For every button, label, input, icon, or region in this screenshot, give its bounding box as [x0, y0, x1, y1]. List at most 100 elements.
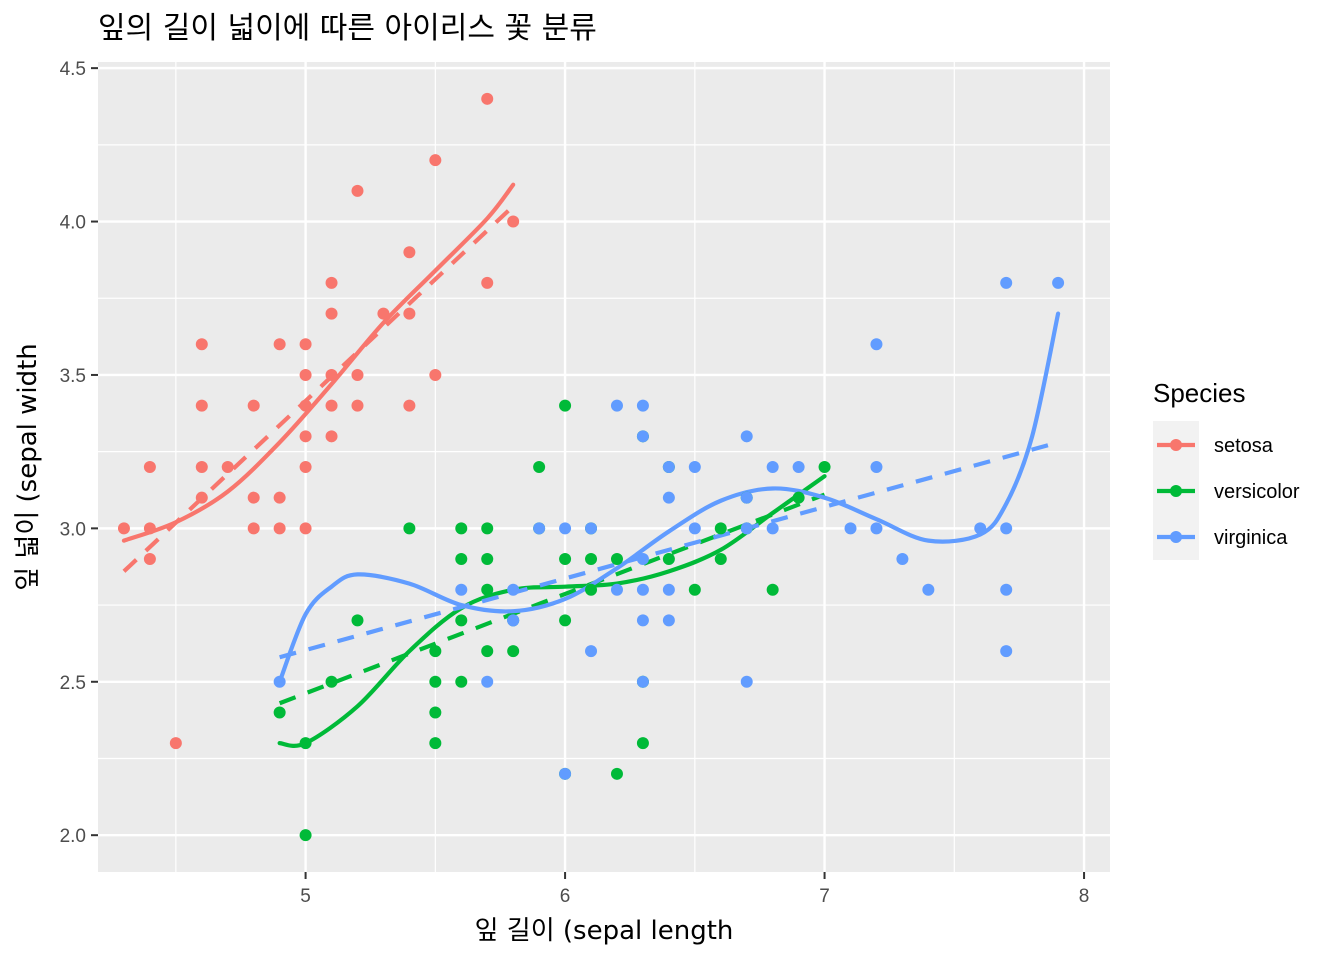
legend-title: Species — [1153, 378, 1246, 408]
point-setosa — [403, 246, 416, 259]
y-tick-label: 2.0 — [60, 826, 86, 847]
point-versicolor — [559, 553, 572, 566]
point-virginica — [870, 522, 883, 535]
point-virginica — [636, 430, 649, 443]
point-versicolor — [351, 614, 364, 627]
point-versicolor — [429, 675, 442, 688]
point-versicolor — [559, 614, 572, 627]
point-virginica — [585, 522, 598, 535]
point-virginica — [636, 583, 649, 596]
point-versicolor — [714, 553, 727, 566]
point-virginica — [740, 491, 753, 504]
point-versicolor — [792, 491, 805, 504]
point-versicolor — [429, 706, 442, 719]
y-axis: 2.0 2.5 3.0 3.5 4.0 4.5 — [60, 59, 98, 847]
point-versicolor — [559, 399, 572, 412]
point-setosa — [195, 491, 208, 504]
point-virginica — [1000, 645, 1013, 658]
x-axis-title: 잎 길이 (sepal length — [475, 916, 734, 946]
point-versicolor — [481, 553, 494, 566]
point-versicolor — [299, 737, 312, 750]
point-versicolor — [507, 645, 520, 658]
point-setosa — [247, 399, 260, 412]
point-setosa — [299, 430, 312, 443]
point-setosa — [429, 368, 442, 381]
point-setosa — [299, 522, 312, 535]
point-virginica — [662, 461, 675, 473]
point-versicolor — [481, 583, 494, 596]
legend-key-point-setosa — [1170, 439, 1182, 451]
legend-key-point-versicolor — [1170, 485, 1182, 497]
point-setosa — [117, 522, 130, 535]
point-virginica — [844, 522, 857, 535]
point-versicolor — [636, 737, 649, 750]
point-versicolor — [455, 614, 468, 627]
point-setosa — [299, 338, 312, 351]
smooth-line-virginica — [277, 311, 1061, 684]
legend: Species setosa versicolor virginica — [1153, 378, 1300, 560]
point-setosa — [403, 399, 416, 412]
point-setosa — [481, 276, 494, 289]
y-axis-title: 잎 넓이 (sepal width — [13, 343, 43, 591]
point-virginica — [922, 583, 935, 596]
point-setosa — [481, 92, 494, 105]
point-virginica — [766, 522, 779, 535]
point-versicolor — [429, 645, 442, 658]
point-setosa — [273, 522, 286, 535]
y-tick-label: 2.5 — [60, 673, 86, 694]
point-virginica — [740, 522, 753, 535]
y-tick-label: 3.5 — [60, 366, 86, 387]
point-setosa — [299, 368, 312, 381]
smooth-line-setosa — [121, 182, 516, 543]
y-tick-label: 4.0 — [60, 213, 86, 234]
point-versicolor — [662, 553, 675, 566]
point-setosa — [247, 522, 260, 535]
point-setosa — [143, 522, 156, 535]
point-virginica — [870, 461, 883, 473]
point-virginica — [507, 583, 520, 596]
y-tick-label: 3.0 — [60, 519, 86, 540]
point-versicolor — [766, 583, 779, 596]
point-setosa — [325, 307, 338, 320]
point-virginica — [974, 522, 987, 535]
point-setosa — [169, 737, 182, 750]
point-versicolor — [818, 461, 831, 473]
lm-line-virginica — [279, 440, 1059, 660]
point-virginica — [1000, 276, 1013, 289]
point-versicolor — [585, 583, 598, 596]
fit-lines — [121, 182, 1061, 748]
point-setosa — [143, 553, 156, 566]
chart-title: 잎의 길이 넓이에 따른 아이리스 꽃 분류 — [98, 11, 597, 46]
point-versicolor — [481, 522, 494, 535]
point-virginica — [533, 522, 546, 535]
point-virginica — [662, 583, 675, 596]
point-setosa — [507, 215, 520, 228]
lm-line-versicolor — [278, 492, 826, 706]
point-versicolor — [299, 829, 312, 842]
point-virginica — [481, 675, 494, 688]
point-versicolor — [455, 553, 468, 566]
point-setosa — [429, 154, 442, 167]
point-setosa — [195, 399, 208, 412]
point-setosa — [351, 399, 364, 412]
point-setosa — [247, 491, 260, 504]
point-virginica — [636, 553, 649, 566]
point-setosa — [325, 368, 338, 381]
point-versicolor — [533, 461, 546, 473]
x-tick-label: 7 — [819, 886, 830, 907]
point-virginica — [1000, 583, 1013, 596]
point-virginica — [688, 461, 701, 473]
point-versicolor — [714, 522, 727, 535]
point-virginica — [636, 675, 649, 688]
point-virginica — [662, 614, 675, 627]
point-virginica — [1000, 522, 1013, 535]
point-setosa — [351, 184, 364, 197]
point-virginica — [610, 399, 623, 412]
point-setosa — [299, 461, 312, 473]
point-virginica — [636, 399, 649, 412]
legend-label-virginica: virginica — [1214, 527, 1288, 549]
point-virginica — [740, 675, 753, 688]
y-tick-label: 4.5 — [60, 59, 86, 80]
point-versicolor — [403, 522, 416, 535]
